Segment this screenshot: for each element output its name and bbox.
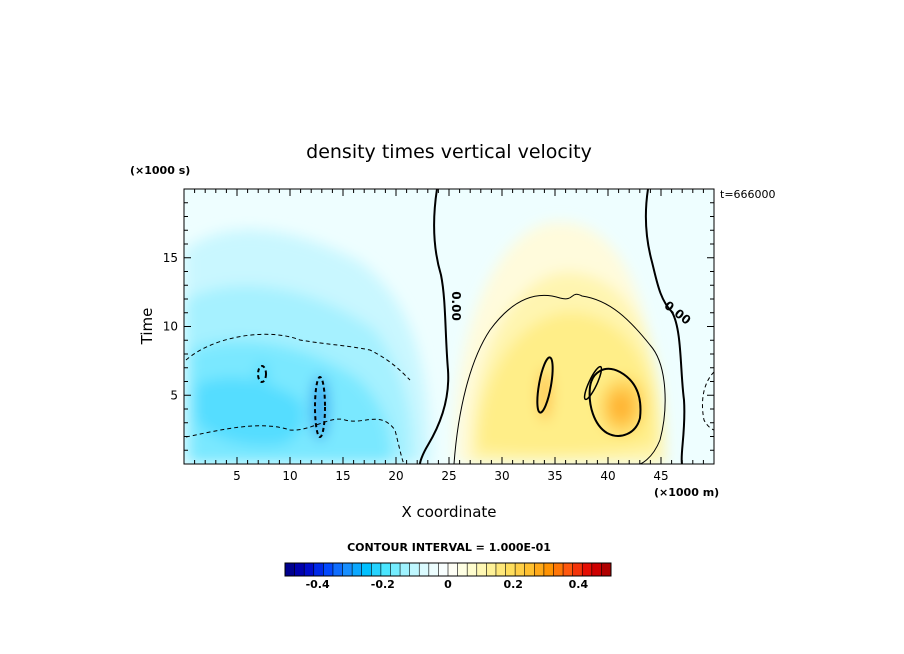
colorbar-cell	[495, 563, 507, 576]
colorbar-cell	[294, 563, 305, 576]
x-tick-label: 35	[547, 469, 562, 483]
colorbar-cell	[563, 563, 574, 576]
colorbar-cell	[409, 563, 420, 576]
y-unit-label: (×1000 s)	[130, 164, 190, 177]
colorbar-cell	[553, 563, 564, 576]
colorbar-cell	[371, 563, 382, 576]
colorbar-cell	[313, 563, 324, 576]
colorbar-frame	[284, 562, 612, 577]
colorbar-cell	[390, 563, 401, 576]
colorbar-cell	[352, 563, 363, 576]
colorbar-tick-label: -0.4	[306, 578, 330, 591]
colorbar-cell	[448, 563, 459, 576]
colorbar-tick-label: 0	[444, 578, 452, 591]
colorbar-cell	[505, 563, 516, 576]
y-tick-label: 15	[163, 251, 178, 265]
field-shading	[184, 189, 714, 464]
axis-tick-labels: 5 10 15 20 25 30 35 40 45 5 10 15	[163, 251, 669, 483]
x-tick-label: 5	[233, 469, 241, 483]
colorbar-tick-label: 0.2	[503, 578, 523, 591]
x-unit-label: (×1000 m)	[654, 486, 719, 499]
colorbar-cell	[304, 563, 315, 576]
colorbar-cell	[515, 563, 526, 576]
colorbar-cell	[476, 563, 487, 576]
x-tick-label: 45	[653, 469, 668, 483]
y-tick-label: 10	[163, 320, 178, 334]
y-tick-label: 5	[170, 388, 178, 402]
colorbar-cell	[332, 563, 344, 576]
colorbar-cell	[601, 563, 612, 576]
x-tick-label: 10	[282, 469, 297, 483]
colorbar-cell	[285, 563, 296, 576]
contour-label-zero-left: 0.00	[449, 291, 463, 321]
x-tick-label: 25	[441, 469, 456, 483]
colorbar-cell	[524, 563, 535, 576]
colorbar-tick-label: 0.4	[569, 578, 589, 591]
time-stamp: t=666000	[720, 188, 776, 201]
chart-title: density times vertical velocity	[306, 141, 592, 163]
x-axis-label: X coordinate	[401, 503, 496, 521]
contour-lines	[185, 189, 714, 464]
colorbar-cell	[323, 563, 334, 576]
colorbar-cell	[582, 563, 593, 576]
colorbar-cell	[543, 563, 554, 576]
x-tick-label: 15	[335, 469, 350, 483]
colorbar-cell	[361, 563, 372, 576]
colorbar-cell	[419, 563, 430, 576]
colorbar-cell	[591, 563, 602, 576]
colorbar-cell	[467, 563, 478, 576]
colorbar-cell	[438, 563, 449, 576]
contour-interval-note: CONTOUR INTERVAL = 1.000E-01	[347, 541, 551, 554]
colorbar-cell	[380, 563, 391, 576]
colorbar-cell	[572, 563, 583, 576]
colorbar-cell	[486, 563, 497, 576]
y-axis-label: Time	[138, 308, 156, 346]
colorbar-cell	[400, 563, 411, 576]
colorbar-cell	[428, 563, 439, 576]
colorbar-cell	[534, 563, 545, 576]
x-tick-label: 30	[494, 469, 509, 483]
axis-ticks	[184, 189, 714, 464]
colorbar-tick-label: -0.2	[371, 578, 395, 591]
x-tick-label: 20	[388, 469, 403, 483]
x-tick-label: 40	[600, 469, 615, 483]
colorbar: -0.4 -0.2 0 0.2 0.4	[284, 562, 612, 591]
colorbar-cell	[457, 563, 468, 576]
colorbar-cell	[342, 563, 353, 576]
